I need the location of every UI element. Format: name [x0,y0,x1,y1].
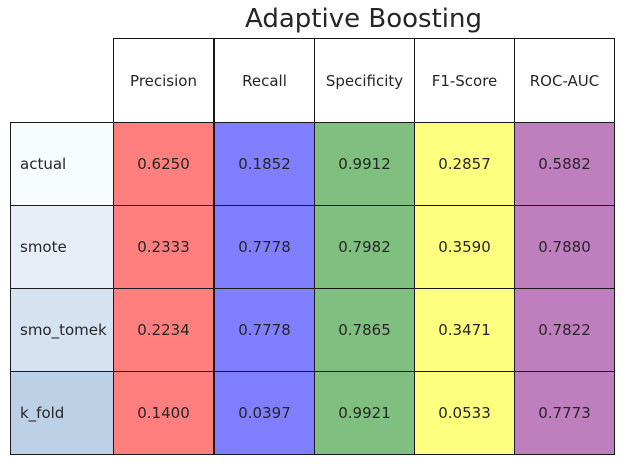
column-header-recall: Recall [214,38,315,123]
table-cell: 0.7865 [314,288,415,372]
table-cell: 0.2857 [414,122,515,206]
table-cell: 0.9912 [314,122,415,206]
row-label-smo-tomek: smo_tomek [10,288,114,372]
table-cell: 0.7822 [514,288,615,372]
row-label-k-fold: k_fold [10,371,114,455]
table-cell: 0.0397 [214,371,315,455]
table-cell: 0.1400 [113,371,214,455]
table-cell: 0.3471 [414,288,515,372]
column-header-specificity: Specificity [314,38,415,123]
table-cell: 0.7778 [214,288,315,372]
table-cell: 0.7773 [514,371,615,455]
table-cell: 0.2333 [113,205,214,289]
table-cell: 0.5882 [514,122,615,206]
row-label-smote: smote [10,205,114,289]
column-header-precision: Precision [113,38,214,123]
table-cell: 0.9921 [314,371,415,455]
table-cell: 0.7982 [314,205,415,289]
table-cell: 0.0533 [414,371,515,455]
row-label-actual: actual [10,122,114,206]
column-header-roc-auc: ROC-AUC [514,38,615,123]
table-cell: 0.7880 [514,205,615,289]
table-cell: 0.6250 [113,122,214,206]
table-cell: 0.3590 [414,205,515,289]
table-cell: 0.7778 [214,205,315,289]
table-cell: 0.2234 [113,288,214,372]
column-header-f1-score: F1-Score [414,38,515,123]
table-cell: 0.1852 [214,122,315,206]
chart-title: Adaptive Boosting [245,4,482,34]
